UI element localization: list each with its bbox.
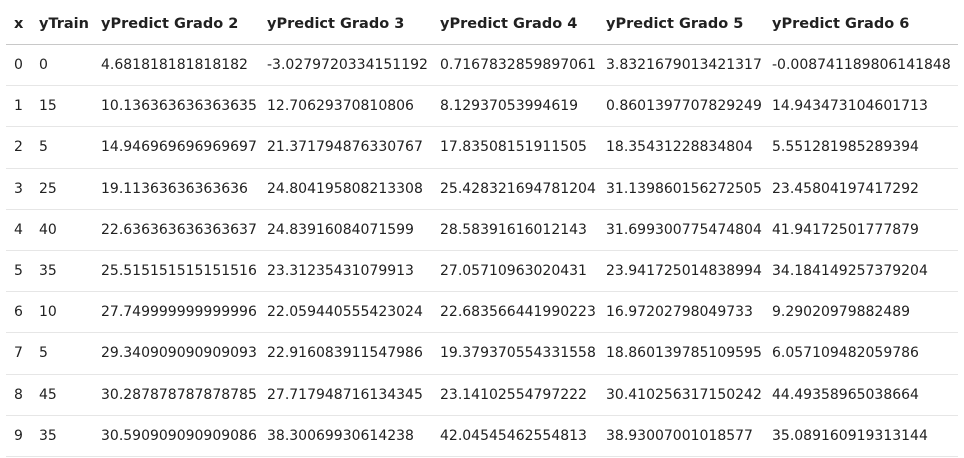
table-cell: 31.139860156272505 [598,168,764,210]
table-cell: 9.29020979882489 [764,291,958,334]
table-row: 8 45 30.287878787878785 27.717948716134345 2… [6,374,958,416]
table-cell: 17.83508151911505 [432,126,598,169]
table-cell: 14.943473104601713 [764,85,958,128]
table-cell: 42.04545462554813 [432,415,598,457]
table-cell: 6.057109482059786 [764,332,958,375]
table-cell: 4.681818181818182 [93,44,259,87]
table-row: 4 40 22.636363636363637 24.83916084071599 28… [6,209,958,251]
table-cell: 0 [6,44,31,87]
column-header-ypredict-grado-2: yPredict Grado 2 [93,4,259,45]
table-cell: 16.97202798049733 [598,291,764,334]
table-cell: 10 [31,291,93,334]
table-cell: 35 [31,415,93,457]
table-cell: 35 [31,250,93,293]
table-cell: 7 [6,332,31,375]
table-cell: 18.860139785109595 [598,332,764,375]
table-cell: 23.45804197417292 [764,168,958,210]
table-cell: 8.12937053994619 [432,85,598,128]
column-header-ytrain: yTrain [31,4,93,45]
table-cell: 22.059440555423024 [259,291,432,334]
column-header-ypredict-grado-5: yPredict Grado 5 [598,4,764,45]
data-table-container: x yTrain yPredict Grado 2 yPredict Grado… [6,4,958,457]
table-cell: 25.515151515151516 [93,250,259,293]
table-cell: 23.31235431079913 [259,250,432,293]
table-row: 1 15 10.136363636363635 12.70629370810806 8.… [6,85,958,128]
table-row: 7 5 29.340909090909093 22.916083911547986 19… [6,332,958,375]
table-cell: 3 [6,168,31,210]
table-cell: 22.683566441990223 [432,291,598,334]
table-cell: 0.8601397707829249 [598,85,764,128]
table-cell: 12.70629370810806 [259,85,432,128]
column-header-ypredict-grado-6: yPredict Grado 6 [764,4,958,45]
table-cell: 24.804195808213308 [259,168,432,210]
table-row: 9 35 30.590909090909086 38.30069930614238 42… [6,415,958,457]
column-header-x: x [6,4,31,45]
table-cell: 6 [6,291,31,334]
table-cell: 1 [6,85,31,128]
table-row: 0 0 4.681818181818182 -3.0279720334151192 0.… [6,44,958,87]
table-cell: 0.7167832859897061 [432,44,598,87]
table-cell: 15 [31,85,93,128]
table-cell: 19.379370554331558 [432,332,598,375]
table-cell: 38.93007001018577 [598,415,764,457]
table-row: 5 35 25.515151515151516 23.31235431079913 27… [6,250,958,293]
table-cell: 23.14102554797222 [432,374,598,416]
table-cell: 8 [6,374,31,416]
table-cell: 28.58391616012143 [432,209,598,251]
table-cell: 22.916083911547986 [259,332,432,375]
table-cell: 5 [31,332,93,375]
table-cell: -0.008741189806141848 [764,44,958,87]
table-cell: 30.287878787878785 [93,374,259,416]
table-cell: 25 [31,168,93,210]
table-cell: 21.371794876330767 [259,126,432,169]
table-row: 3 25 19.11363636363636 24.804195808213308 25… [6,168,958,210]
table-cell: 23.941725014838994 [598,250,764,293]
table-cell: 24.83916084071599 [259,209,432,251]
table-cell: 5 [31,126,93,169]
table-cell: 38.30069930614238 [259,415,432,457]
table-cell: 30.410256317150242 [598,374,764,416]
table-cell: 25.428321694781204 [432,168,598,210]
table-cell: 0 [31,44,93,87]
table-cell: 14.946969696969697 [93,126,259,169]
data-table: x yTrain yPredict Grado 2 yPredict Grado… [6,4,958,457]
table-cell: 29.340909090909093 [93,332,259,375]
table-cell: 30.590909090909086 [93,415,259,457]
table-cell: 22.636363636363637 [93,209,259,251]
table-cell: 41.94172501777879 [764,209,958,251]
column-header-ypredict-grado-3: yPredict Grado 3 [259,4,432,45]
table-cell: 18.35431228834804 [598,126,764,169]
table-cell: 27.05710963020431 [432,250,598,293]
column-header-ypredict-grado-4: yPredict Grado 4 [432,4,598,45]
table-cell: 3.8321679013421317 [598,44,764,87]
table-cell: 27.717948716134345 [259,374,432,416]
table-cell: 5 [6,250,31,293]
table-cell: 2 [6,126,31,169]
table-cell: 10.136363636363635 [93,85,259,128]
table-cell: 44.49358965038664 [764,374,958,416]
table-cell: 35.089160919313144 [764,415,958,457]
table-row: 2 5 14.946969696969697 21.371794876330767 17… [6,126,958,169]
table-cell: 9 [6,415,31,457]
table-cell: 31.699300775474804 [598,209,764,251]
table-cell: 19.11363636363636 [93,168,259,210]
table-cell: 4 [6,209,31,251]
table-cell: 5.551281985289394 [764,126,958,169]
table-row: 6 10 27.749999999999996 22.059440555423024 2… [6,291,958,334]
table-cell: 34.184149257379204 [764,250,958,293]
table-cell: -3.0279720334151192 [259,44,432,87]
table-cell: 40 [31,209,93,251]
table-cell: 45 [31,374,93,416]
table-header-row: x yTrain yPredict Grado 2 yPredict Grado… [6,4,958,45]
table-cell: 27.749999999999996 [93,291,259,334]
